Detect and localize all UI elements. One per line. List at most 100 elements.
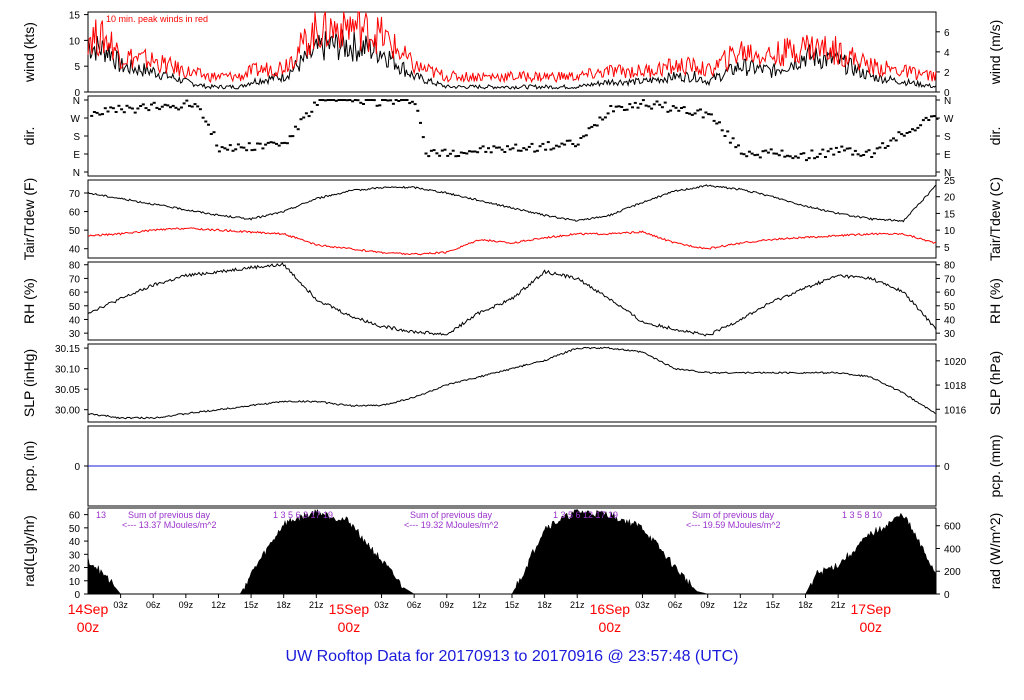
x-minor-label: 03z: [635, 600, 650, 610]
tick-label-left: 0: [74, 590, 80, 601]
tick-label-right: 400: [944, 544, 961, 555]
tick-label-right: 15: [944, 209, 956, 220]
ylabel-right: wind (m/s): [987, 20, 1003, 86]
tick-label-right: 60: [944, 288, 956, 299]
panel-frame: [87, 179, 937, 259]
x-major-time: 00z: [859, 619, 882, 635]
tick-label-right: S: [944, 132, 951, 143]
tick-label-right: 6: [944, 28, 950, 39]
panel-wind: wind (kts) wind (m/s) 0 5 10 15 0 2 4 6: [21, 11, 1003, 99]
tick-label-right: W: [944, 114, 954, 125]
radiation-sum-label-day1: Sum of previous day: [128, 510, 211, 520]
tick-label-left: E: [73, 150, 80, 161]
panel-frame: [87, 261, 937, 341]
x-major-date: 17Sep: [851, 601, 892, 617]
x-minor-label: 09z: [440, 600, 455, 610]
tick-label-left: 70: [69, 274, 81, 285]
series-line-1: [87, 11, 937, 84]
tick-label-right: N: [944, 96, 951, 107]
panel-frame: [87, 95, 937, 177]
x-minor-label: 12z: [472, 600, 487, 610]
tick-label-right: 25: [944, 176, 956, 187]
tick-label-right: 0: [944, 590, 950, 601]
panel-temperature: Tair/Tdew (F) Tair/Tdew (C) 40 50 60 70 5 10 15 2…: [21, 176, 1003, 261]
x-minor-label: 12z: [211, 600, 226, 610]
radiation-sum-label-day3: Sum of previous day: [692, 510, 775, 520]
panel-pressure: SLP (inHg) SLP (hPa) 30.00 30.05 30.10 30.15 1…: [21, 343, 1003, 423]
radiation-hour-marks-day3: 1 3 5 8 10: [842, 510, 882, 520]
radiation-sum-value-day1: <--- 13.37 MJoules/m^2: [122, 520, 217, 530]
x-minor-label: 03z: [374, 600, 389, 610]
tick-label-right: 70: [944, 274, 956, 285]
ylabel-left: SLP (inHg): [21, 349, 37, 417]
ylabel-left: pcp. (in): [21, 441, 37, 492]
tick-label-right: 20: [944, 193, 956, 204]
tick-label-right: 30: [944, 329, 956, 340]
series-line-1: [87, 227, 937, 256]
x-minor-label: 06z: [668, 600, 683, 610]
x-major-time: 00z: [77, 619, 100, 635]
ylabel-right: pcp. (mm): [987, 435, 1003, 498]
ylabel-left: Tair/Tdew (F): [21, 178, 37, 260]
tick-label-right: 5: [944, 243, 950, 254]
x-minor-label: 12z: [733, 600, 748, 610]
tick-label-right: 1018: [944, 381, 967, 392]
tick-label-left: 30.10: [55, 365, 80, 376]
x-axis: 03z 06z 09z 12z 15z 18z 21z 03z 06z 09z 12z 15z 18z 2…: [68, 594, 891, 635]
x-minor-label: 06z: [407, 600, 422, 610]
radiation-area: [87, 508, 937, 595]
radiation-sum-value-day2: <--- 19.32 MJoules/m^2: [404, 520, 499, 530]
x-major-date: 14Sep: [68, 601, 109, 617]
radiation-hour-marks-day1: 1 3 5 6 3 17 19: [273, 510, 333, 520]
series-line-0: [87, 262, 937, 337]
tick-label-left: 50: [69, 524, 81, 535]
tick-label-right: 50: [944, 302, 956, 313]
panel-radiation: rad(Lgly/hr) rad (W/m^2)01020304050600200…: [21, 507, 1003, 601]
x-minor-label: 06z: [146, 600, 161, 610]
ylabel-right: dir.: [987, 127, 1003, 146]
ylabel-left: wind (kts): [21, 22, 37, 83]
panel-direction: dir. dir.N NE ES SW WN N: [21, 95, 1003, 179]
tick-label-left: 0: [74, 88, 80, 99]
tick-label-right: 40: [944, 315, 956, 326]
tick-label-right: 0: [944, 462, 950, 473]
tick-label-right: E: [944, 150, 951, 161]
chart-panels: wind (kts) wind (m/s) 0 5 10 15 0 2 4 6 dir. dir. N N…: [21, 11, 1003, 601]
x-minor-label: 21z: [309, 600, 324, 610]
tick-label-right: 4: [944, 48, 950, 59]
tick-label-left: N: [73, 96, 80, 107]
tick-label-left: 30.15: [55, 344, 80, 355]
tick-label-left: 40: [69, 245, 81, 256]
tick-label-left: S: [73, 132, 80, 143]
x-major-time: 00z: [338, 619, 361, 635]
radiation-sum-label-day2: Sum of previous day: [410, 510, 493, 520]
tick-label-right: 80: [944, 261, 956, 272]
ylabel-right: RH (%): [987, 278, 1003, 324]
tick-label-right: 1020: [944, 357, 967, 368]
x-minor-label: 09z: [700, 600, 715, 610]
tick-label-left: 60: [69, 288, 81, 299]
tick-label-right: 1016: [944, 405, 967, 416]
series-line-0: [87, 29, 937, 90]
tick-label-right: 10: [944, 226, 956, 237]
x-major-date: 15Sep: [329, 601, 370, 617]
ylabel-left: dir.: [21, 127, 37, 146]
x-minor-label: 21z: [570, 600, 585, 610]
x-major-time: 00z: [599, 619, 622, 635]
x-minor-label: 03z: [113, 600, 128, 610]
tick-label-left: 10: [69, 577, 81, 588]
tick-label-right: 0: [944, 88, 950, 99]
direction-scatter-marks: [90, 99, 939, 162]
radiation-hour-marks-day0: 13: [96, 510, 106, 520]
tick-label-left: 50: [69, 302, 81, 313]
tick-label-left: N: [73, 168, 80, 179]
x-minor-label: 21z: [831, 600, 846, 610]
tick-label-left: 15: [69, 11, 81, 22]
tick-label-left: W: [71, 114, 81, 125]
ylabel-right: Tair/Tdew (C): [987, 177, 1003, 261]
panel-humidity: RH (%) RH (%) 30 40 50 60 70 80 30 40 50 60 70 80: [21, 261, 1003, 341]
wind-peak-annotation: 10 min. peak winds in red: [106, 14, 208, 24]
series-line-0: [87, 346, 937, 420]
x-major-date: 16Sep: [590, 601, 631, 617]
